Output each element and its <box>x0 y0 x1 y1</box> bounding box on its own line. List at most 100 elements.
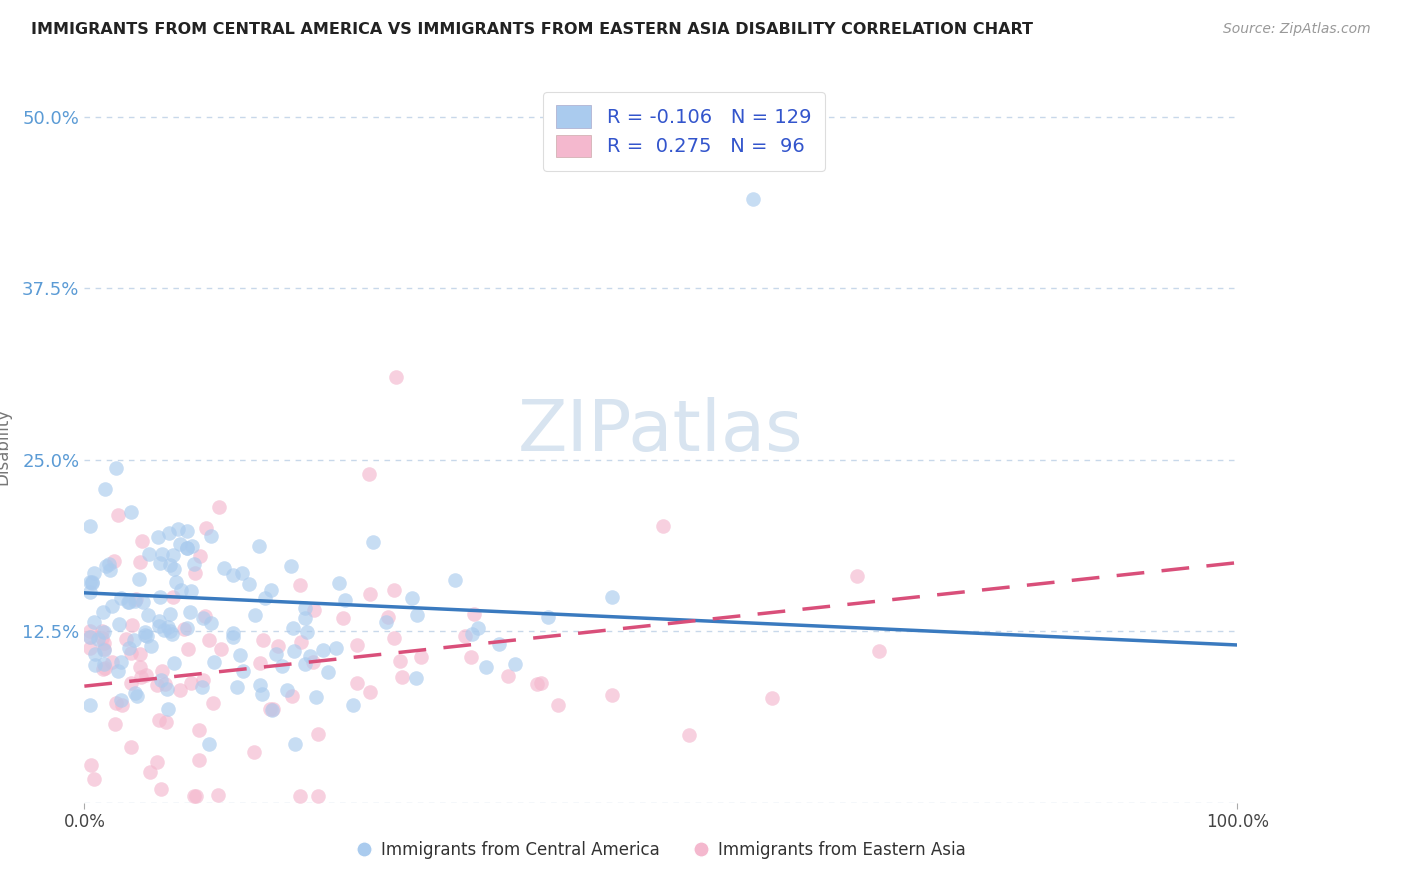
Point <box>280 558 302 573</box>
Point <box>359 587 381 601</box>
Point <box>128 572 150 586</box>
Point <box>271 659 294 673</box>
Point <box>138 607 160 622</box>
Point <box>346 676 368 690</box>
Point <box>180 584 202 599</box>
Point <box>162 548 184 562</box>
Point <box>307 789 329 803</box>
Point <box>101 655 124 669</box>
Point <box>150 673 173 688</box>
Point <box>488 637 510 651</box>
Point <box>105 461 128 475</box>
Point <box>335 592 357 607</box>
Point <box>238 576 260 591</box>
Point <box>101 599 124 614</box>
Point <box>311 643 333 657</box>
Point <box>547 698 569 713</box>
Point <box>208 500 231 514</box>
Point <box>160 626 183 640</box>
Point <box>253 591 276 606</box>
Point <box>305 690 328 704</box>
Point <box>405 671 427 685</box>
Point <box>93 482 115 496</box>
Point <box>176 541 198 555</box>
Point <box>111 698 134 712</box>
Point <box>453 629 475 643</box>
Point <box>294 601 316 615</box>
Point <box>243 745 266 759</box>
Point <box>134 625 156 640</box>
Point <box>131 595 153 609</box>
Point <box>108 617 131 632</box>
Point <box>83 566 105 581</box>
Point <box>297 625 319 640</box>
Point <box>191 680 214 694</box>
Point <box>169 583 191 598</box>
Point <box>443 573 465 587</box>
Point <box>121 617 143 632</box>
Point <box>124 592 146 607</box>
Point <box>260 583 283 598</box>
Point <box>120 676 142 690</box>
Point <box>201 696 224 710</box>
Point <box>294 611 316 625</box>
Point <box>288 577 311 591</box>
Point <box>191 611 214 625</box>
Point <box>163 657 186 671</box>
Point <box>131 670 153 684</box>
Point <box>159 558 181 572</box>
Point <box>259 701 281 715</box>
Point <box>83 772 105 786</box>
Text: ZIPatlas: ZIPatlas <box>517 397 804 467</box>
Point <box>79 518 101 533</box>
Point <box>93 657 115 672</box>
Point <box>79 624 101 638</box>
Point <box>180 676 202 690</box>
Point <box>288 789 311 803</box>
Point <box>652 519 675 533</box>
Point <box>526 677 548 691</box>
Point <box>148 713 170 727</box>
Point <box>384 370 406 384</box>
Point <box>602 590 624 604</box>
Point <box>678 728 700 742</box>
Point <box>302 603 325 617</box>
Point <box>252 632 274 647</box>
Point <box>150 547 173 561</box>
Point <box>118 595 141 609</box>
Point <box>266 647 288 661</box>
Point <box>250 687 273 701</box>
Point <box>179 605 201 619</box>
Point <box>328 576 350 591</box>
Point <box>276 682 298 697</box>
Point <box>294 657 316 671</box>
Point <box>93 635 115 649</box>
Point <box>79 631 101 645</box>
Point <box>159 607 181 622</box>
Point <box>159 624 181 639</box>
Point <box>221 568 243 582</box>
Point <box>176 524 198 538</box>
Point <box>156 701 179 715</box>
Point <box>83 615 105 629</box>
Point <box>247 539 270 553</box>
Point <box>125 689 148 703</box>
Point <box>460 650 482 665</box>
Point <box>342 698 364 713</box>
Point <box>118 641 141 656</box>
Point <box>346 638 368 652</box>
Point <box>375 615 398 629</box>
Point <box>94 660 117 674</box>
Point <box>129 660 152 674</box>
Legend: Immigrants from Central America, Immigrants from Eastern Asia: Immigrants from Central America, Immigra… <box>349 835 973 866</box>
Point <box>207 789 229 803</box>
Point <box>307 727 329 741</box>
Point <box>176 621 198 635</box>
Point <box>120 646 142 660</box>
Point <box>91 605 114 619</box>
Point <box>134 628 156 642</box>
Point <box>155 714 177 729</box>
Y-axis label: Disability: Disability <box>0 408 11 484</box>
Point <box>231 566 253 581</box>
Point <box>377 610 399 624</box>
